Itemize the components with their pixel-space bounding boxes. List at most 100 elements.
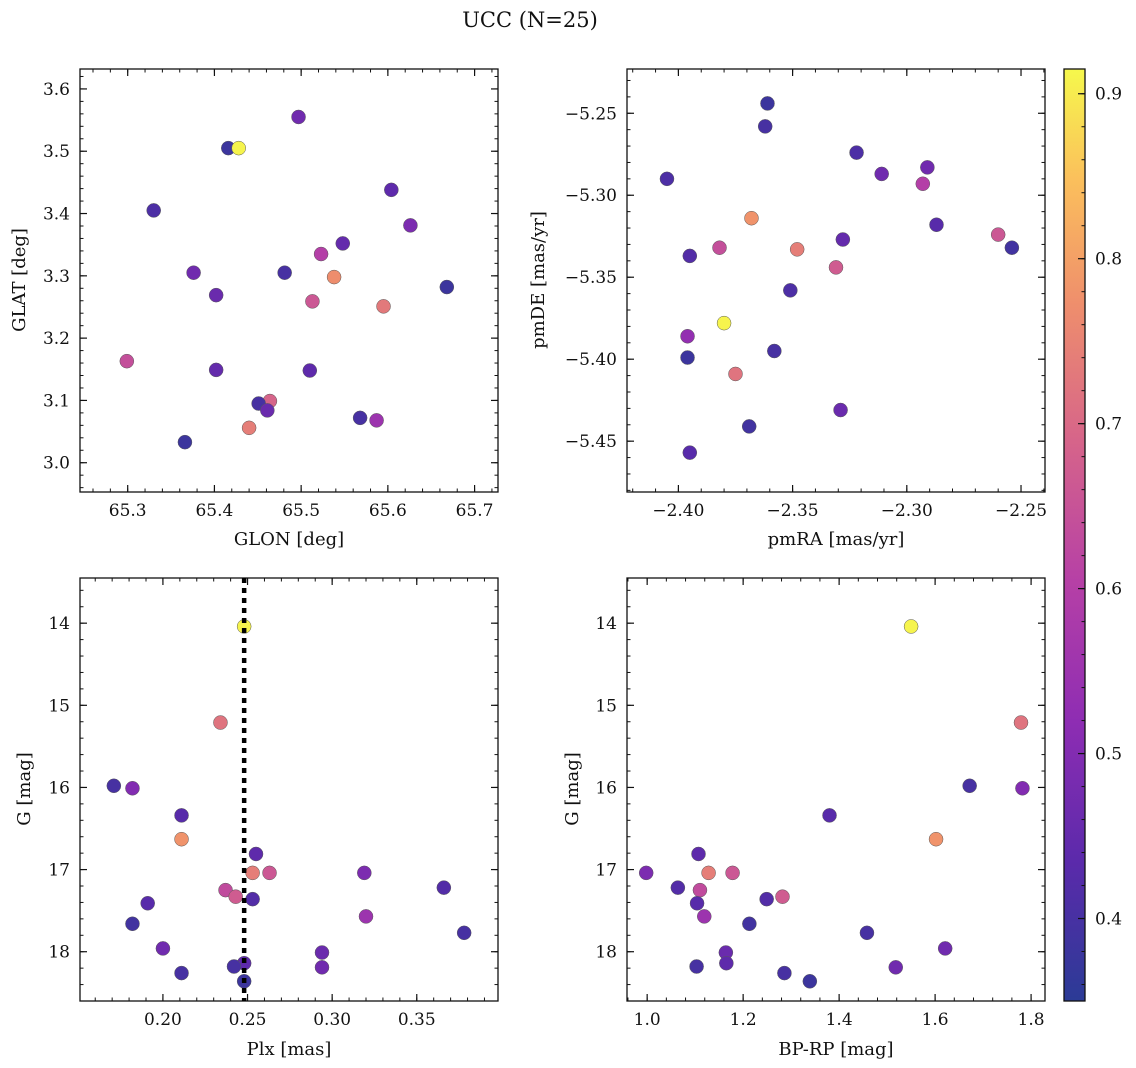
x-tick-label: 1.2	[730, 1010, 757, 1030]
x-axis-label: Plx [mas]	[247, 1039, 332, 1060]
y-tick-label: −5.25	[565, 104, 617, 124]
x-tick-label: 65.4	[195, 501, 233, 521]
y-tick-label: 17	[595, 861, 617, 881]
scatter-point	[929, 217, 944, 233]
y-tick-label: 16	[48, 778, 70, 798]
scatter-point	[305, 294, 320, 309]
scatter-point	[231, 140, 246, 156]
scatter-point	[741, 419, 757, 434]
panel-4: 1.0 1.2 1.4 1.6 1.8 14 15 16 17 18 BP-RP [mag] G [m…	[562, 577, 1046, 1060]
scatter-point	[659, 171, 675, 187]
y-tick-label: −5.30	[565, 186, 617, 206]
scatter-point	[125, 916, 140, 932]
y-tick-label: 15	[48, 696, 70, 716]
y-axis-label: GLAT [deg]	[9, 228, 30, 332]
scatter-point	[802, 974, 818, 989]
scatter-point	[302, 363, 318, 378]
x-axis-label: pmRA [mas/yr]	[768, 529, 905, 550]
x-tick-label: −2.40	[652, 501, 704, 521]
y-tick-label: 3.4	[43, 205, 70, 225]
scatter-point	[436, 880, 452, 895]
scatter-point	[638, 865, 654, 881]
y-tick-label: 14	[595, 614, 617, 634]
scatter-point	[119, 353, 135, 369]
panel-3: 0.20 0.25 0.30 0.35 14 15 16 17 18 Plx [mas] G [ma…	[14, 577, 499, 1060]
y-tick-label: −5.35	[565, 268, 617, 288]
scatter-point	[155, 941, 171, 956]
scatter-point	[245, 891, 260, 907]
x-tick-label: 0.30	[313, 1010, 351, 1030]
scatter-point	[208, 287, 224, 303]
scatter-point	[314, 945, 330, 960]
scatter-point	[174, 808, 189, 823]
scatter-point	[682, 248, 698, 264]
x-tick-label: 0.35	[398, 1010, 436, 1030]
x-tick-label: 1.6	[922, 1010, 949, 1030]
y-tick-label: 18	[48, 943, 70, 963]
colorbar-tick-label: 0.9	[1095, 85, 1122, 105]
scatter-point	[915, 176, 931, 192]
scatter-point	[775, 889, 790, 904]
scatter-point	[314, 960, 330, 975]
scatter-point	[725, 865, 740, 881]
y-tick-label: 3.3	[43, 267, 70, 287]
y-tick-label: −5.45	[565, 432, 617, 452]
scatter-point	[962, 778, 977, 794]
colorbar: 0.4 0.5 0.6 0.7 0.8 0.9	[1063, 68, 1122, 1002]
scatter-point	[1015, 781, 1030, 796]
scatter-point	[712, 240, 727, 255]
y-tick-label: 3.1	[43, 391, 70, 411]
scatter-point	[218, 882, 233, 898]
scatter-point	[828, 260, 844, 275]
x-tick-label: 1.4	[826, 1010, 853, 1030]
scatter-point	[689, 896, 705, 911]
scatter-point	[291, 109, 306, 125]
scatter-point	[1004, 240, 1020, 255]
y-axis-label: pmDE [mas/yr]	[528, 211, 549, 349]
scatter-point	[937, 941, 953, 956]
colorbar-tick-label: 0.5	[1095, 745, 1122, 765]
scatter-point	[680, 350, 695, 365]
scatter-point	[859, 925, 875, 941]
scatter-point	[920, 160, 935, 175]
scatter-points	[659, 96, 1020, 460]
scatter-point	[744, 210, 759, 226]
scatter-points	[638, 619, 1030, 989]
y-tick-label: −5.40	[565, 350, 617, 370]
scatter-point	[682, 445, 698, 460]
scatter-point	[228, 889, 243, 904]
colorbar-gradient	[1064, 69, 1085, 1001]
scatter-point	[376, 299, 391, 314]
y-tick-label: 14	[48, 614, 70, 634]
scatter-point	[716, 315, 732, 331]
colorbar-tick-label: 0.6	[1095, 580, 1122, 600]
scatter-point	[928, 831, 944, 847]
scatter-point	[822, 808, 837, 823]
x-tick-label: 0.25	[229, 1010, 267, 1030]
scatter-point	[174, 831, 189, 847]
y-axis-label: G [mag]	[562, 752, 583, 825]
figure-title: UCC (N=25)	[462, 8, 598, 32]
scatter-points	[119, 109, 455, 450]
plot-frame	[79, 577, 499, 1002]
scatter-point	[241, 420, 257, 436]
scatter-point	[357, 865, 372, 881]
scatter-point	[125, 781, 140, 796]
y-tick-label: 3.0	[43, 454, 70, 474]
scatter-point	[719, 955, 734, 971]
x-tick-label: 65.6	[369, 501, 407, 521]
scatter-point	[783, 283, 798, 298]
x-tick-label: 65.7	[456, 501, 494, 521]
scatter-point	[697, 909, 712, 924]
scatter-points	[106, 619, 472, 989]
scatter-point	[903, 619, 919, 634]
colorbar-tick-label: 0.8	[1095, 250, 1122, 270]
scatter-point	[174, 965, 189, 981]
scatter-point	[680, 328, 695, 344]
scatter-point	[403, 218, 418, 233]
y-tick-label: 3.2	[43, 329, 70, 349]
y-tick-label: 17	[48, 861, 70, 881]
scatter-point	[888, 960, 903, 975]
scatter-point	[1013, 715, 1029, 730]
scatter-point	[213, 715, 228, 730]
